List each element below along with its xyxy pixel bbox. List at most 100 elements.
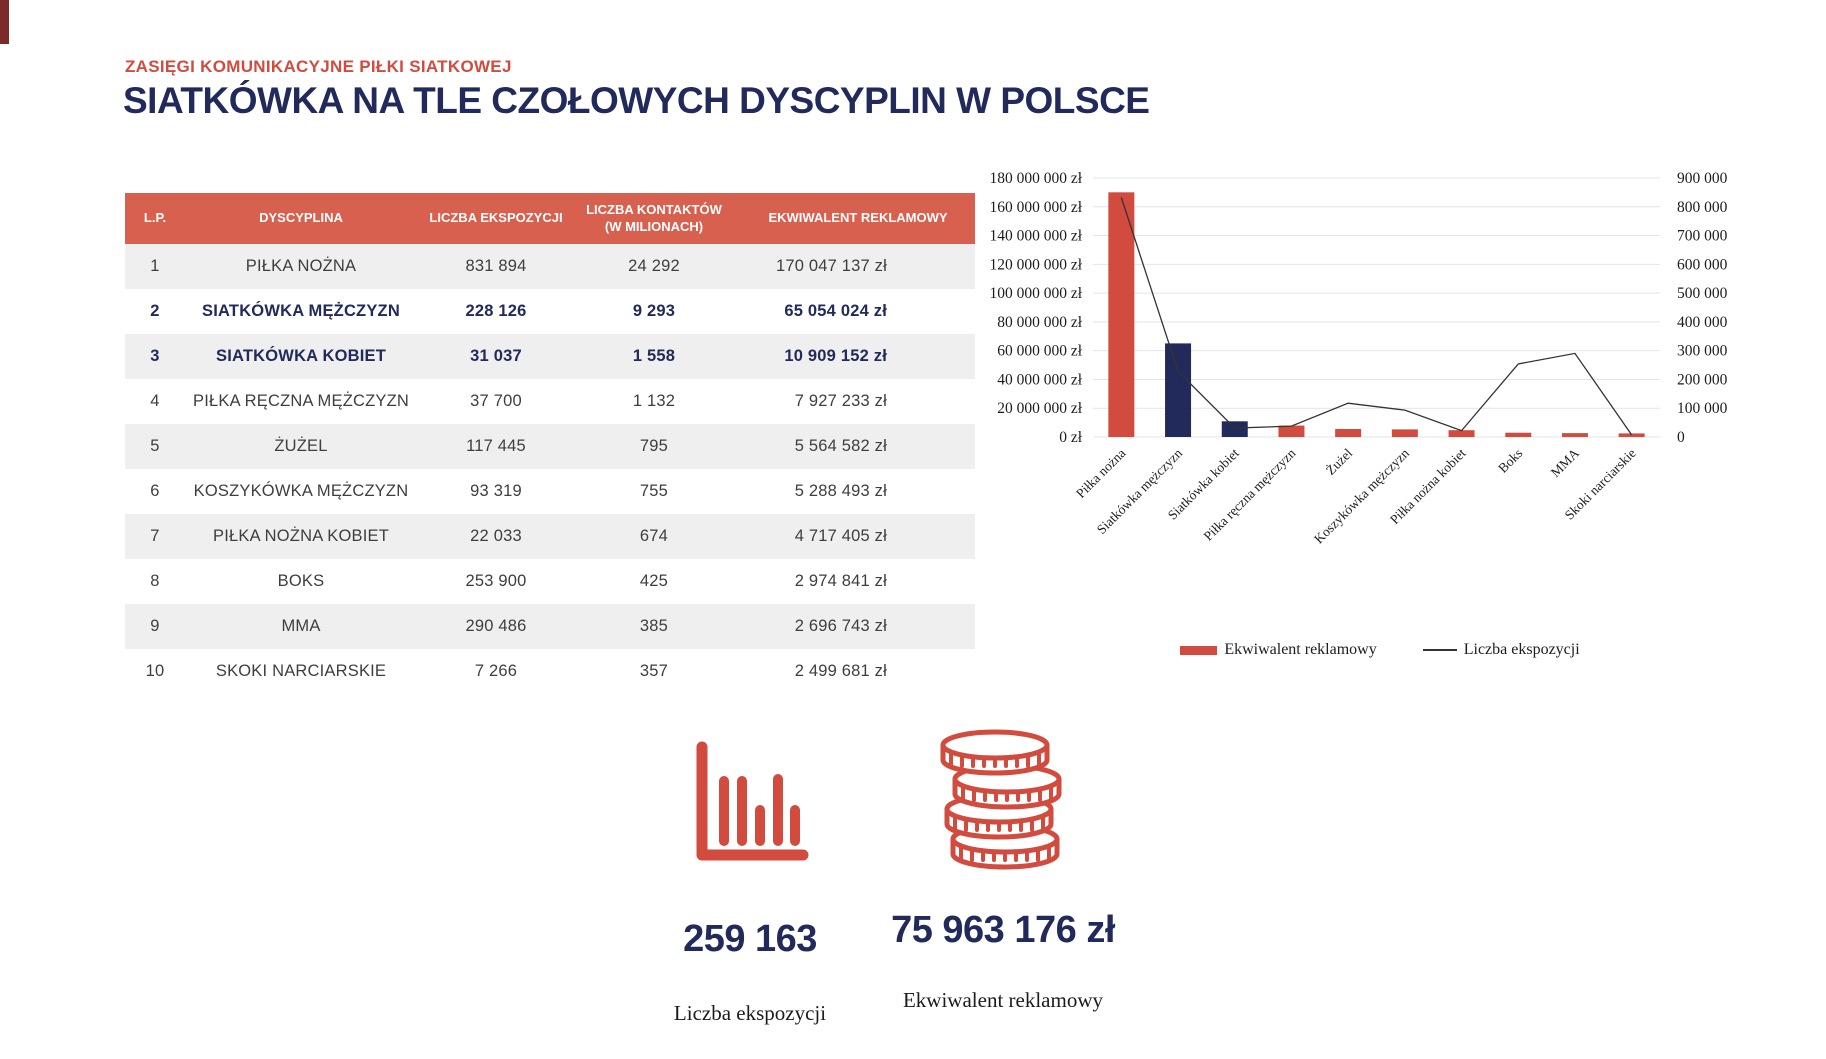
svg-text:20 000 000 zł: 20 000 000 zł	[997, 400, 1083, 417]
col-header-ekwiwalent: EKWIWALENT REKLAMOWY	[733, 193, 975, 244]
svg-text:700 000: 700 000	[1677, 228, 1728, 245]
svg-text:Piłka nożna: Piłka nożna	[1073, 446, 1128, 501]
svg-text:160 000 000 zł: 160 000 000 zł	[989, 199, 1082, 216]
cell-ekspozycje: 228 126	[465, 302, 527, 320]
cell-ekspozycje: 7 266	[474, 662, 518, 680]
svg-text:100 000 000 zł: 100 000 000 zł	[989, 285, 1082, 302]
cell-lp: 8	[150, 572, 160, 590]
svg-text:800 000: 800 000	[1677, 199, 1728, 216]
table-row: 2 SIATKÓWKA MĘŻCZYZN 228 126 9 293 65 054 02…	[125, 289, 975, 334]
col-header-dyscyplina: DYSCYPLINA	[185, 193, 417, 244]
eyebrow: ZASIĘGI KOMUNIKACYJNE PIŁKI SIATKOWEJ	[125, 57, 512, 76]
stat-ekwiwalent: 75 963 176 zł Ekwiwalent reklamowy	[803, 721, 1203, 1013]
cell-ekspozycje: 253 900	[465, 572, 527, 590]
cell-ekwiwalent: 5 288 493 zł	[794, 482, 887, 500]
cell-kontakty: 357	[639, 662, 669, 680]
cell-ekspozycje: 290 486	[465, 617, 527, 635]
table-row: 3 SIATKÓWKA KOBIET 31 037 1 558 10 909 152 z…	[125, 334, 975, 379]
disciplines-table: L.P. DYSCYPLINA LICZBA EKSPOZYCJI LICZBA…	[125, 193, 975, 694]
cell-kontakty: 1 132	[632, 392, 676, 410]
table-row: 4 PIŁKA RĘCZNA MĘŻCZYZN 37 700 1 132 7 927 2…	[125, 379, 975, 424]
bar-chart-icon	[696, 741, 809, 861]
col-header-ekspozycje: LICZBA EKSPOZYCJI	[417, 193, 575, 244]
svg-text:100 000: 100 000	[1677, 400, 1728, 417]
cell-ekwiwalent: 2 696 743 zł	[794, 617, 887, 635]
cell-ekwiwalent: 5 564 582 zł	[794, 437, 887, 455]
cell-ekspozycje: 93 319	[470, 482, 522, 500]
cell-dyscyplina: PIŁKA NOŻNA	[245, 257, 357, 275]
cell-ekwiwalent: 170 047 137 zł	[775, 257, 887, 275]
svg-text:MMA: MMA	[1548, 445, 1583, 480]
cell-lp: 10	[145, 662, 165, 680]
cell-ekspozycje: 831 894	[465, 257, 527, 275]
svg-text:40 000 000 zł: 40 000 000 zł	[997, 371, 1083, 388]
table-body: 1 PIŁKA NOŻNA 831 894 24 292 170 047 137 zł 2…	[125, 244, 975, 694]
svg-text:500 000: 500 000	[1677, 285, 1728, 302]
cell-kontakty: 674	[639, 527, 669, 545]
bar-swatch-icon	[1180, 645, 1218, 655]
table-row: 1 PIŁKA NOŻNA 831 894 24 292 170 047 137 zł	[125, 244, 975, 289]
svg-text:60 000 000 zł: 60 000 000 zł	[997, 343, 1083, 360]
cell-ekwiwalent: 10 909 152 zł	[784, 347, 887, 365]
svg-text:300 000: 300 000	[1677, 343, 1728, 360]
svg-text:140 000 000 zł: 140 000 000 zł	[989, 228, 1082, 245]
cell-kontakty: 385	[639, 617, 669, 635]
svg-text:Boks: Boks	[1495, 446, 1525, 476]
cell-kontakty: 755	[639, 482, 669, 500]
cell-dyscyplina: PIŁKA NOŻNA KOBIET	[213, 527, 389, 545]
cell-lp: 2	[150, 302, 160, 320]
legend-label: Ekwiwalent reklamowy	[1224, 641, 1377, 658]
cell-dyscyplina: PIŁKA RĘCZNA MĘŻCZYZN	[193, 392, 409, 410]
cell-dyscyplina: BOKS	[277, 572, 325, 590]
stat-caption: Liczba ekspozycji	[673, 1001, 827, 1025]
cell-ekspozycje: 22 033	[470, 527, 522, 545]
cell-ekwiwalent: 2 499 681 zł	[794, 662, 887, 680]
table-row: 9 MMA 290 486 385 2 696 743 zł	[125, 604, 975, 649]
cell-dyscyplina: SKOKI NARCIARSKIE	[215, 662, 387, 680]
svg-text:400 000: 400 000	[1677, 314, 1728, 331]
cell-lp: 7	[150, 527, 160, 545]
stat-value: 75 963 176 zł	[891, 909, 1115, 951]
cell-lp: 9	[150, 617, 160, 635]
svg-text:Piłka ręczna mężczyzn: Piłka ręczna mężczyzn	[1201, 445, 1299, 543]
stat-ekspozycje: 259 163 Liczba ekspozycji	[550, 738, 950, 1026]
cell-dyscyplina: ŻUŻEL	[274, 437, 328, 455]
stat-caption: Ekwiwalent reklamowy	[902, 988, 1104, 1012]
cell-ekwiwalent: 2 974 841 zł	[794, 572, 887, 590]
cell-lp: 4	[150, 392, 160, 410]
cell-ekspozycje: 37 700	[470, 392, 522, 410]
cell-dyscyplina: MMA	[281, 617, 321, 635]
table-row: 5 ŻUŻEL 117 445 795 5 564 582 zł	[125, 424, 975, 469]
table-header-row: L.P. DYSCYPLINA LICZBA EKSPOZYCJI LICZBA…	[125, 193, 975, 244]
cell-kontakty: 425	[639, 572, 669, 590]
cell-lp: 1	[150, 257, 160, 275]
svg-text:120 000 000 zł: 120 000 000 zł	[989, 256, 1082, 273]
line-swatch-icon	[1422, 649, 1457, 651]
legend-label: Liczba ekspozycji	[1463, 641, 1580, 658]
cell-lp: 6	[150, 482, 160, 500]
table-row: 10 SKOKI NARCIARSKIE 7 266 357 2 499 681 zł	[125, 649, 975, 694]
cell-dyscyplina: KOSZYKÓWKA MĘŻCZYZN	[193, 482, 409, 500]
dual-axis-chart: 0 zł 20 000 000 zł 40 000 000 zł 60 000 000…	[989, 170, 1728, 547]
table-row: 7 PIŁKA NOŻNA KOBIET 22 033 674 4 717 405 zł	[125, 514, 975, 559]
svg-text:0: 0	[1677, 429, 1685, 446]
svg-text:180 000 000 zł: 180 000 000 zł	[989, 170, 1082, 187]
coins-icon	[940, 729, 1062, 870]
table-row: 8 BOKS 253 900 425 2 974 841 zł	[125, 559, 975, 604]
cell-ekspozycje: 117 445	[466, 437, 526, 455]
col-header-lp: L.P.	[125, 193, 185, 244]
cell-lp: 5	[150, 437, 160, 455]
cell-lp: 3	[150, 347, 160, 365]
svg-text:80 000 000 zł: 80 000 000 zł	[997, 314, 1083, 331]
cell-dyscyplina: SIATKÓWKA MĘŻCZYZN	[202, 302, 400, 320]
cell-ekspozycje: 31 037	[470, 347, 522, 365]
col-header-kontakty: LICZBA KONTAKTÓW (W MILIONACH)	[575, 193, 733, 244]
svg-text:900 000: 900 000	[1677, 170, 1728, 187]
svg-text:600 000: 600 000	[1677, 256, 1728, 273]
cell-ekwiwalent: 65 054 024 zł	[784, 302, 887, 320]
stat-value: 259 163	[683, 918, 817, 960]
svg-text:Koszykówka mężczyzn: Koszykówka mężczyzn	[1311, 445, 1412, 546]
svg-text:Żużel: Żużel	[1323, 445, 1356, 478]
table-row: 6 KOSZYKÓWKA MĘŻCZYZN 93 319 755 5 288 493 z…	[125, 469, 975, 514]
